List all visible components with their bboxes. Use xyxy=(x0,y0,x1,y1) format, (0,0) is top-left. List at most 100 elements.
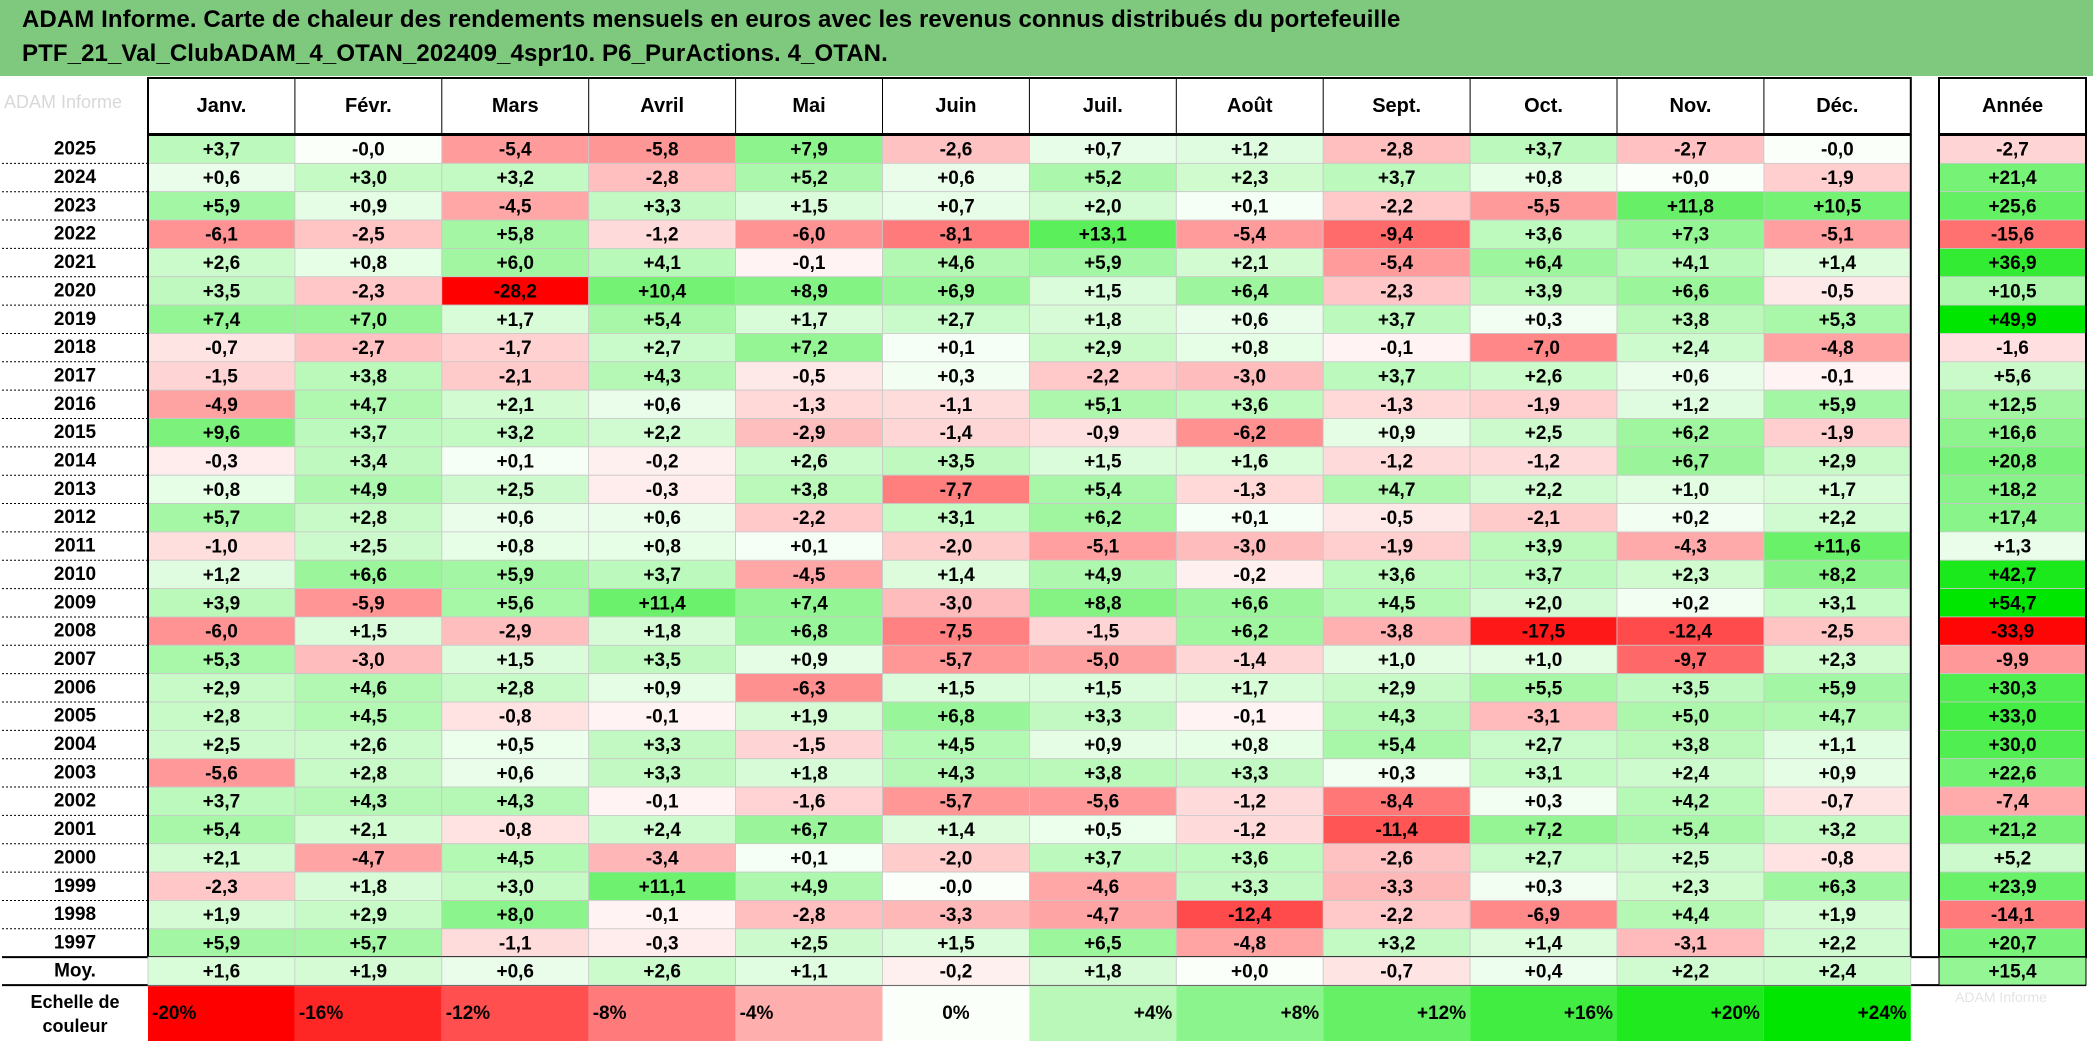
heatmap-cell xyxy=(1175,559,1324,590)
heatmap-cell xyxy=(1616,843,1765,873)
cell-value: -4,9 xyxy=(205,395,238,416)
heatmap-cell xyxy=(1175,729,1324,760)
heatmap-cell xyxy=(147,900,296,930)
cell-value: +4,3 xyxy=(643,366,681,387)
annual-value: +10,5 xyxy=(1988,281,2037,302)
cell-value: +2,6 xyxy=(790,452,828,473)
cell-value: +1,0 xyxy=(1672,480,1710,501)
cell-value: +5,9 xyxy=(1819,678,1857,699)
heatmap-cell xyxy=(1029,701,1177,731)
heatmap-cell xyxy=(294,503,443,533)
heatmap-cell xyxy=(1322,815,1471,845)
cell-value: -5,8 xyxy=(646,140,679,161)
heatmap-cell xyxy=(882,389,1030,419)
cell-value: -6,2 xyxy=(1233,423,1266,444)
cell-value: +11,8 xyxy=(1667,196,1714,217)
cell-value: -9,7 xyxy=(1674,650,1707,671)
cell-value: +3,0 xyxy=(350,168,388,189)
cell-value: +5,9 xyxy=(1084,253,1122,274)
annual-value: +1,3 xyxy=(1994,537,2032,558)
row-label-2023: 2023 xyxy=(54,195,96,216)
heatmap-cell xyxy=(147,701,296,731)
heatmap-cell xyxy=(294,446,443,476)
cell-value: -5,7 xyxy=(940,650,973,671)
heatmap-cell xyxy=(1322,644,1471,675)
heatmap-cell xyxy=(294,928,443,958)
cell-value: -1,3 xyxy=(793,395,826,416)
heatmap-cell xyxy=(441,758,590,788)
cell-value: -5,5 xyxy=(1527,196,1560,217)
cell-value: +5,4 xyxy=(203,820,241,841)
heatmap-cell xyxy=(294,729,443,760)
heatmap-cell xyxy=(1175,843,1324,873)
cell-value: +3,3 xyxy=(643,196,681,217)
cell-value: +6,9 xyxy=(937,281,975,302)
heatmap-cell xyxy=(441,559,590,590)
cell-value: +7,3 xyxy=(1672,225,1710,246)
cell-value: +1,5 xyxy=(350,622,388,643)
annual-value: +18,2 xyxy=(1988,480,2036,501)
cell-value: +0,8 xyxy=(1525,168,1563,189)
cell-value: +1,7 xyxy=(1819,480,1857,501)
heatmap-cell xyxy=(294,644,443,675)
heatmap-cell xyxy=(1175,446,1324,476)
average-cell xyxy=(588,956,737,986)
cell-value: +0,1 xyxy=(937,338,975,359)
cell-value: -0,2 xyxy=(646,452,679,473)
cell-value: +2,1 xyxy=(496,395,534,416)
heatmap-cell xyxy=(588,276,737,306)
cell-value: +8,9 xyxy=(790,281,828,302)
cell-value: +4,6 xyxy=(350,678,388,699)
heatmap-cell xyxy=(1175,219,1324,249)
color-scale-swatch xyxy=(1617,986,1764,1041)
annual-value: +23,9 xyxy=(1988,877,2036,898)
cell-value: -4,8 xyxy=(1821,338,1854,359)
annual-cell xyxy=(1938,304,2087,334)
cell-value: +5,7 xyxy=(350,933,388,954)
heatmap-cell xyxy=(1763,616,1912,646)
color-scale-swatch xyxy=(735,986,883,1041)
cell-value: +8,2 xyxy=(1819,565,1857,586)
heatmap-cell xyxy=(147,503,296,533)
cell-value: +0,1 xyxy=(790,848,828,869)
average-value: -0,2 xyxy=(940,962,973,983)
heatmap-cell xyxy=(1029,162,1177,193)
heatmap-cell xyxy=(1322,361,1471,391)
cell-value: +0,6 xyxy=(496,763,534,784)
heatmap-cell xyxy=(882,673,1030,703)
cell-value: -5,6 xyxy=(205,763,238,784)
cell-value: +4,9 xyxy=(350,480,388,501)
cell-value: +3,8 xyxy=(1084,763,1122,784)
heatmap-cell xyxy=(1029,928,1177,958)
cell-value: +1,4 xyxy=(1819,253,1857,274)
cell-value: +5,9 xyxy=(1819,395,1857,416)
average-value: +2,4 xyxy=(1819,962,1857,983)
heatmap-cell xyxy=(1616,276,1765,306)
cell-value: -1,2 xyxy=(1233,792,1266,813)
heatmap-cell xyxy=(1322,758,1471,788)
cell-value: +6,0 xyxy=(496,253,534,274)
heatmap-cell xyxy=(1175,815,1324,845)
cell-value: -1,2 xyxy=(1233,820,1266,841)
heatmap-cell xyxy=(1322,276,1471,306)
heatmap-cell xyxy=(882,333,1030,363)
cell-value: +5,5 xyxy=(1525,678,1563,699)
heatmap-cell xyxy=(1029,304,1177,334)
heatmap-cell xyxy=(1469,815,1618,845)
cell-value: +3,7 xyxy=(350,423,388,444)
color-scale-label-line-2: couleur xyxy=(42,1016,107,1036)
heatmap-cell xyxy=(1469,928,1618,958)
cell-value: +3,2 xyxy=(1819,820,1857,841)
cell-value: +2,3 xyxy=(1231,168,1269,189)
cell-value: +13,1 xyxy=(1079,225,1128,246)
heatmap-cell xyxy=(588,162,737,193)
cell-value: +2,2 xyxy=(643,423,681,444)
heatmap-cell xyxy=(147,333,296,363)
cell-value: -0,8 xyxy=(499,707,532,728)
title-bar: ADAM Informe. Carte de chaleur des rende… xyxy=(0,0,2093,76)
color-scale-swatch xyxy=(1323,986,1471,1041)
cell-value: -1,4 xyxy=(940,423,973,444)
average-value: +1,1 xyxy=(790,962,828,983)
cell-value: -0,8 xyxy=(499,820,532,841)
heatmap-cell xyxy=(294,418,443,448)
